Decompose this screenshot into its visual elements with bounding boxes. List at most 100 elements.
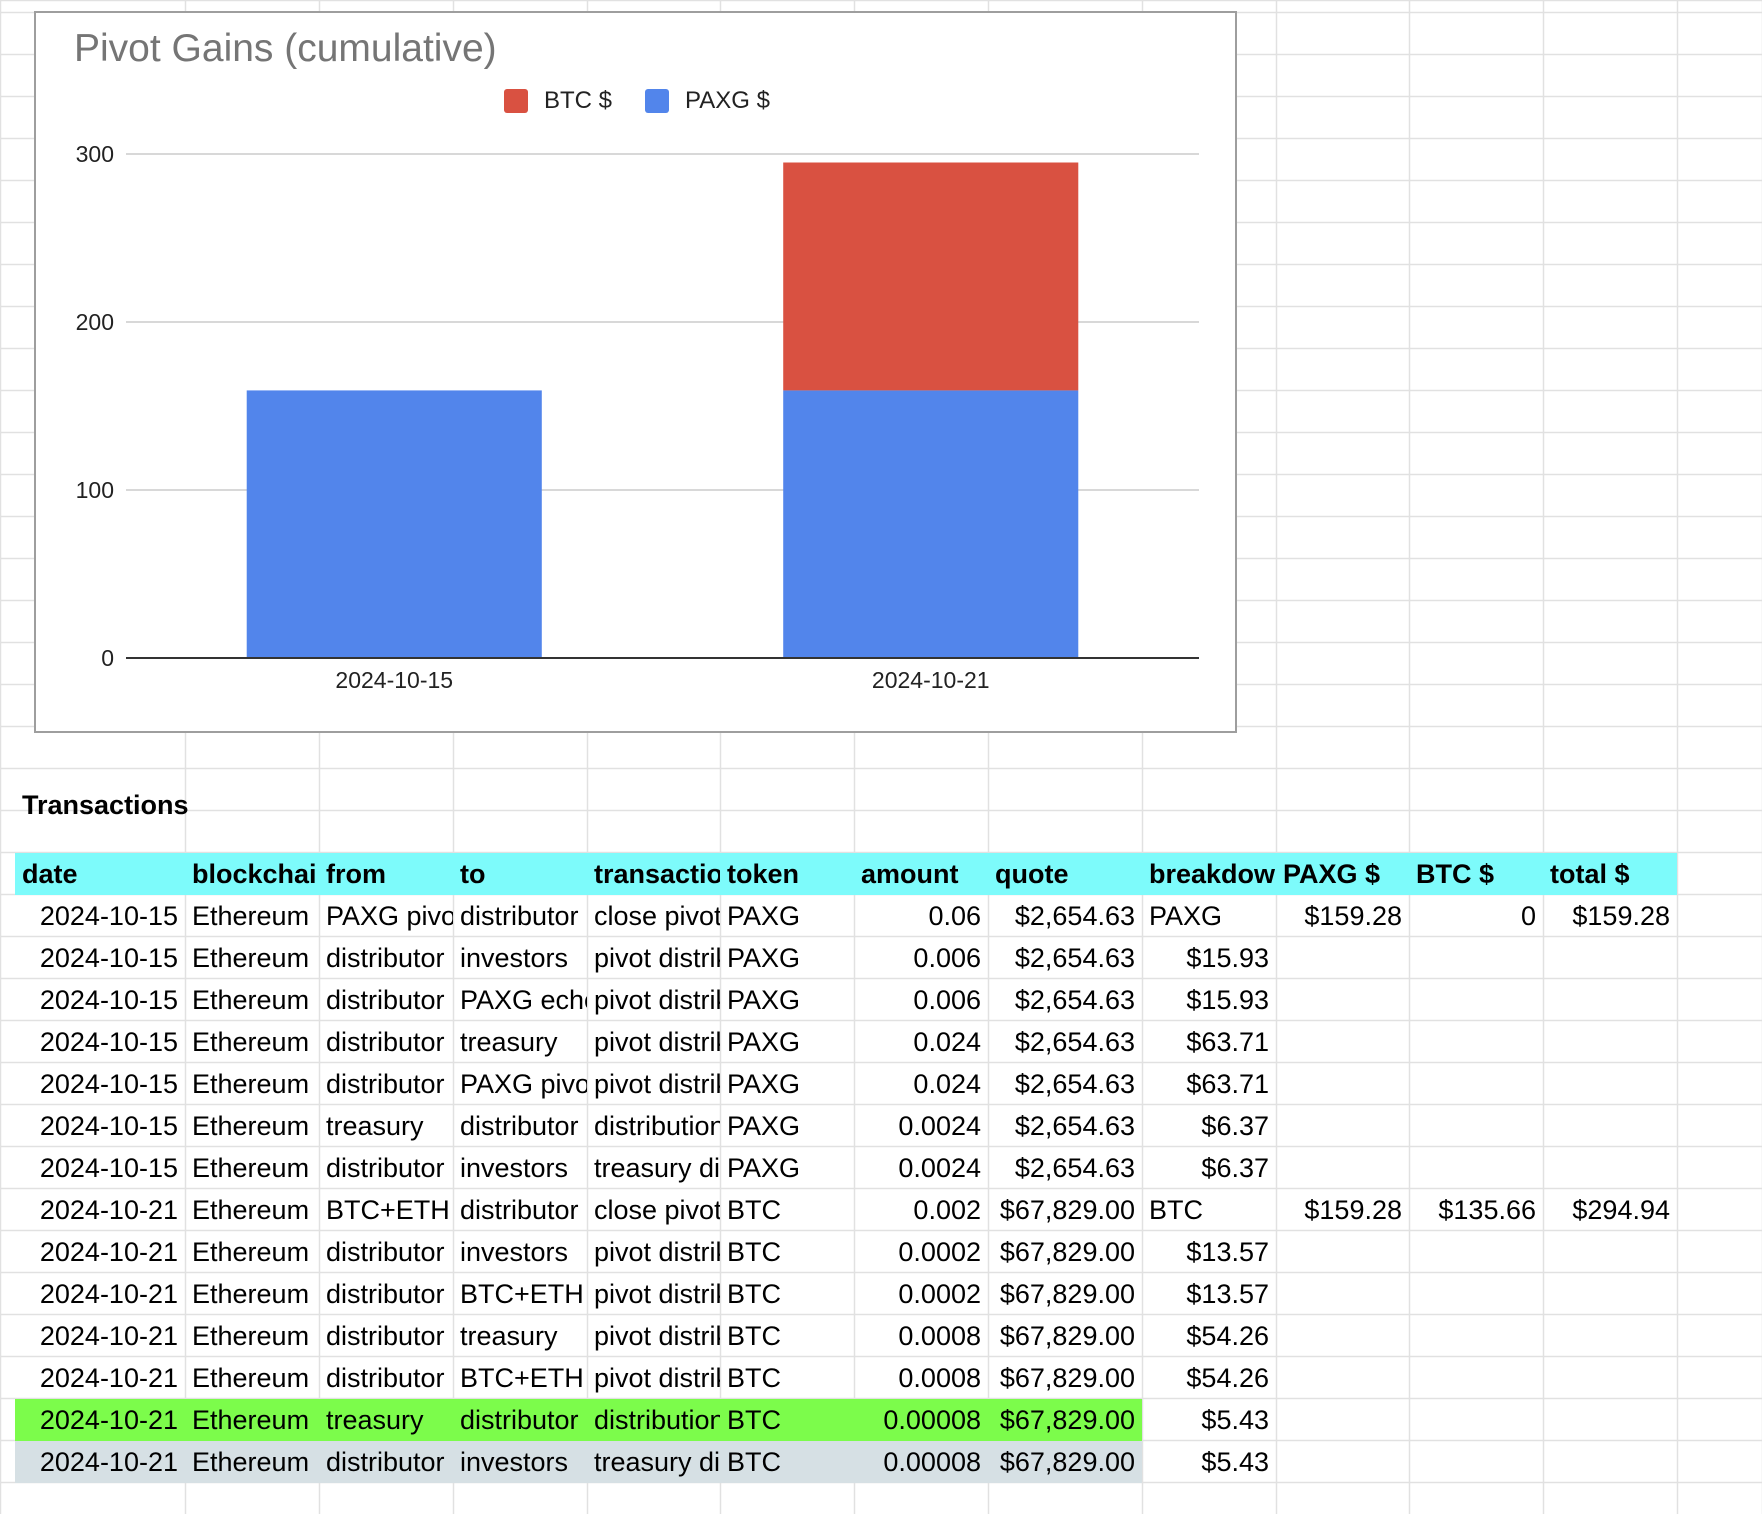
cell-quote[interactable]: $67,829.00 [999, 1447, 1135, 1477]
cell-token[interactable]: PAXG [727, 1027, 801, 1057]
cell-amount[interactable]: 0.0008 [898, 1321, 981, 1351]
cell-blockchain[interactable]: Ethereum [192, 1153, 310, 1183]
cell-blockchain[interactable]: Ethereum [192, 1027, 310, 1057]
cell-breakdown[interactable]: $5.43 [1201, 1447, 1269, 1477]
cell-breakdown[interactable]: $54.26 [1186, 1321, 1269, 1351]
cell-date[interactable]: 2024-10-15 [39, 943, 178, 973]
column-header-blockchain[interactable]: blockchai [192, 859, 317, 889]
cell-breakdown[interactable]: $5.43 [1201, 1405, 1269, 1435]
column-header-paxg-usd[interactable]: PAXG $ [1283, 859, 1381, 889]
cell-from[interactable]: PAXG pivo [326, 901, 453, 931]
cell-breakdown[interactable]: $63.71 [1186, 1027, 1269, 1057]
cell-from[interactable]: distributor [326, 1447, 445, 1477]
cell-total-usd[interactable]: $294.94 [1572, 1195, 1670, 1225]
cell-breakdown[interactable]: $15.93 [1186, 985, 1269, 1015]
column-header-transaction[interactable]: transactio [594, 859, 720, 889]
cell-amount[interactable]: 0.024 [913, 1069, 981, 1099]
cell-transaction[interactable]: pivot distrik [594, 985, 720, 1015]
cell-quote[interactable]: $2,654.63 [1014, 1069, 1135, 1099]
cell-transaction[interactable]: treasury di [594, 1153, 720, 1183]
cell-quote[interactable]: $2,654.63 [1014, 1111, 1135, 1141]
cell-transaction[interactable]: distribution [594, 1111, 720, 1141]
column-header-to[interactable]: to [460, 859, 486, 889]
cell-breakdown[interactable]: $15.93 [1186, 943, 1269, 973]
cell-breakdown[interactable]: $6.37 [1201, 1111, 1269, 1141]
section-title-transactions[interactable]: Transactions [22, 790, 189, 820]
cell-quote[interactable]: $2,654.63 [1014, 1027, 1135, 1057]
cell-from[interactable]: BTC+ETH [326, 1195, 450, 1225]
cell-to[interactable]: investors [460, 943, 569, 973]
cell-amount[interactable]: 0.0002 [898, 1279, 981, 1309]
cell-transaction[interactable]: treasury di [594, 1447, 720, 1477]
cell-breakdown[interactable]: $13.57 [1186, 1237, 1269, 1267]
cell-blockchain[interactable]: Ethereum [192, 1111, 310, 1141]
column-header-amount[interactable]: amount [861, 859, 959, 889]
chart-pivot-gains[interactable]: Pivot Gains (cumulative) BTC $ PAXG $ 0 1… [34, 11, 1237, 733]
cell-date[interactable]: 2024-10-15 [39, 985, 178, 1015]
cell-date[interactable]: 2024-10-15 [39, 1111, 178, 1141]
cell-from[interactable]: distributor [326, 985, 445, 1015]
cell-date[interactable]: 2024-10-21 [39, 1321, 178, 1351]
cell-transaction[interactable]: pivot distrik [594, 943, 720, 973]
cell-from[interactable]: treasury [326, 1111, 424, 1141]
cell-amount[interactable]: 0.0024 [898, 1153, 981, 1183]
cell-quote[interactable]: $67,829.00 [999, 1405, 1135, 1435]
column-header-token[interactable]: token [727, 859, 800, 889]
cell-transaction[interactable]: pivot distrik [594, 1237, 720, 1267]
cell-token[interactable]: PAXG [727, 1069, 801, 1099]
cell-token[interactable]: BTC [727, 1363, 781, 1393]
cell-date[interactable]: 2024-10-21 [39, 1363, 178, 1393]
cell-blockchain[interactable]: Ethereum [192, 1069, 310, 1099]
cell-to[interactable]: investors [460, 1237, 569, 1267]
cell-to[interactable]: distributor [460, 1111, 579, 1141]
cell-blockchain[interactable]: Ethereum [192, 1405, 310, 1435]
cell-date[interactable]: 2024-10-21 [39, 1195, 178, 1225]
cell-to[interactable]: investors [460, 1153, 569, 1183]
cell-quote[interactable]: $2,654.63 [1014, 1153, 1135, 1183]
cell-blockchain[interactable]: Ethereum [192, 1279, 310, 1309]
cell-blockchain[interactable]: Ethereum [192, 1237, 310, 1267]
cell-blockchain[interactable]: Ethereum [192, 901, 310, 931]
cell-token[interactable]: BTC [727, 1405, 781, 1435]
column-header-from[interactable]: from [326, 859, 386, 889]
cell-amount[interactable]: 0.00008 [883, 1447, 981, 1477]
cell-from[interactable]: distributor [326, 1153, 445, 1183]
cell-quote[interactable]: $67,829.00 [999, 1237, 1135, 1267]
cell-btc-usd[interactable]: $135.66 [1438, 1195, 1536, 1225]
cell-amount[interactable]: 0.002 [913, 1195, 981, 1225]
cell-amount[interactable]: 0.024 [913, 1027, 981, 1057]
column-header-quote[interactable]: quote [995, 859, 1069, 889]
column-header-breakdown[interactable]: breakdow [1149, 859, 1276, 889]
cell-to[interactable]: BTC+ETH [460, 1279, 584, 1309]
cell-to[interactable]: treasury [460, 1321, 558, 1351]
cell-amount[interactable]: 0.006 [913, 943, 981, 973]
cell-blockchain[interactable]: Ethereum [192, 985, 310, 1015]
cell-blockchain[interactable]: Ethereum [192, 1447, 310, 1477]
cell-from[interactable]: distributor [326, 943, 445, 973]
column-header-date[interactable]: date [22, 859, 78, 889]
cell-to[interactable]: distributor [460, 1405, 579, 1435]
cell-quote[interactable]: $2,654.63 [1014, 943, 1135, 973]
cell-to[interactable]: PAXG echo [460, 985, 587, 1015]
cell-amount[interactable]: 0.006 [913, 985, 981, 1015]
cell-from[interactable]: distributor [326, 1027, 445, 1057]
cell-amount[interactable]: 0.06 [928, 901, 981, 931]
cell-transaction[interactable]: pivot distrik [594, 1069, 720, 1099]
column-header-total-usd[interactable]: total $ [1550, 859, 1630, 889]
cell-date[interactable]: 2024-10-21 [39, 1237, 178, 1267]
cell-date[interactable]: 2024-10-15 [39, 1069, 178, 1099]
cell-date[interactable]: 2024-10-21 [39, 1405, 178, 1435]
cell-to[interactable]: distributor [460, 1195, 579, 1225]
cell-date[interactable]: 2024-10-15 [39, 1027, 178, 1057]
cell-token[interactable]: BTC [727, 1321, 781, 1351]
cell-from[interactable]: distributor [326, 1363, 445, 1393]
cell-transaction[interactable]: distribution [594, 1405, 720, 1435]
cell-paxg-usd[interactable]: $159.28 [1304, 901, 1402, 931]
cell-to[interactable]: BTC+ETH [460, 1363, 584, 1393]
cell-breakdown[interactable]: $13.57 [1186, 1279, 1269, 1309]
cell-token[interactable]: BTC [727, 1195, 781, 1225]
cell-btc-usd[interactable]: 0 [1520, 901, 1536, 931]
cell-to[interactable]: investors [460, 1447, 569, 1477]
cell-amount[interactable]: 0.0002 [898, 1237, 981, 1267]
cell-from[interactable]: treasury [326, 1405, 424, 1435]
